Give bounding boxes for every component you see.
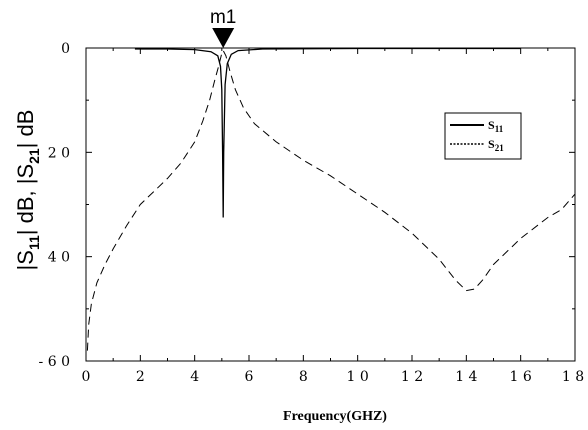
x-tick-label: 4 [190,369,199,385]
series-line-s11 [134,47,521,218]
x-tick-label: 1 8 [562,369,584,385]
x-tick-label: 8 [299,369,308,385]
y-axis: 0 2 0 4 0 - 6 0 [39,41,575,370]
y-tick-label: 2 0 [48,145,70,161]
x-tick-label: 1 6 [510,369,532,385]
marker-triangle [212,28,235,48]
legend-label-s11: S11 [488,118,504,134]
x-tick-label: 6 [245,369,254,385]
plot-area [85,47,576,362]
x-tick-label: 1 0 [347,369,369,385]
x-tick-label: 2 [136,369,145,385]
x-axis-label: Frequency(GHZ) [283,409,387,424]
y-tick-label: - 6 0 [39,354,70,370]
plot-border [85,47,576,362]
marker-layer: m1 [210,7,236,48]
series-line-s21 [86,49,576,351]
y-tick-label: 0 [61,41,70,57]
x-axis: 0 2 4 6 8 1 0 1 2 1 4 1 6 1 8 [82,48,584,385]
x-tick-label: 1 2 [401,369,423,385]
x-tick-label: 1 4 [455,369,477,385]
series-layer [86,47,576,351]
legend-box [444,112,522,160]
x-tick-label: 0 [82,369,91,385]
marker-label: m1 [210,7,236,28]
y-tick-label: 4 0 [48,250,70,266]
y-axis-label: |S11| dB, |S21| dB [13,110,42,271]
legend-label-s21: S21 [488,137,504,153]
